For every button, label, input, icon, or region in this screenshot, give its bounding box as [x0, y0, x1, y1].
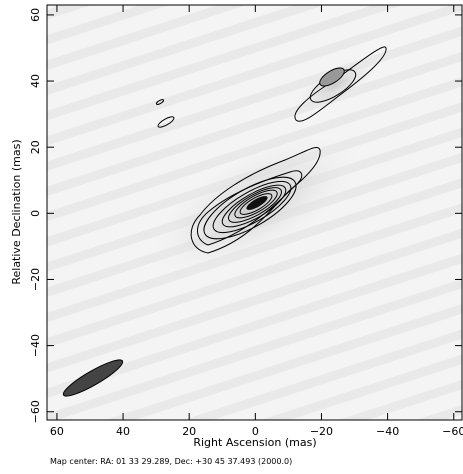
x-tick-label: 60 [50, 425, 64, 438]
y-tick-label: 0 [29, 210, 42, 217]
x-tick-label: 40 [116, 425, 130, 438]
y-tick-label: 60 [29, 8, 42, 22]
x-tick-label: −60 [442, 425, 463, 438]
x-tick-label: 0 [252, 425, 259, 438]
footer: Map center: RA: 01 33 29.289, Dec: +30 4… [50, 457, 292, 466]
y-tick-label: −60 [29, 400, 42, 423]
y-axis-label: Relative Declination (mas) [10, 139, 23, 284]
y-tick-label: 40 [29, 74, 42, 88]
y-tick-label: −20 [29, 268, 42, 291]
x-tick-label: −20 [310, 425, 333, 438]
chart: Right Ascension (mas) Relative Declinati… [0, 0, 463, 474]
y-tick-label: −40 [29, 334, 42, 357]
plot-area [47, 5, 462, 420]
x-tick-label: 20 [182, 425, 196, 438]
x-tick-label: −40 [376, 425, 399, 438]
y-tick-label: 20 [29, 140, 42, 154]
